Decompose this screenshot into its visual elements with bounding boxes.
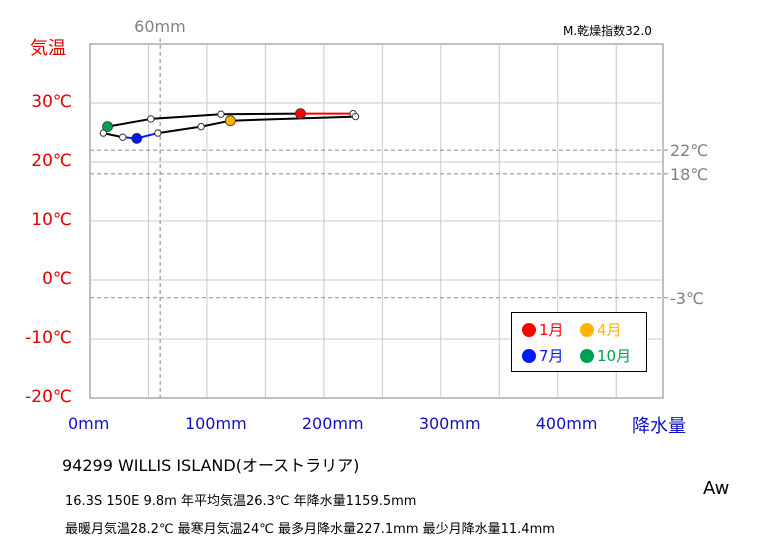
legend-label-jul: 7月 [539,347,564,365]
station-info-line2: 最暖月気温28.2℃ 最寒月気温24℃ 最多月降水量227.1mm 最少月降水量… [65,522,555,537]
y-tick-label: 20℃ [31,151,72,171]
x-tick-label: 200mm [301,414,364,433]
month-point [147,115,155,123]
month-point [119,133,127,141]
y-tick-label: 10℃ [31,210,72,230]
month-segment [150,113,222,120]
y-tick-label: -10℃ [25,328,72,348]
legend-item-apr: 4月 [580,319,622,340]
legend-dot-oct [580,348,594,363]
station-info-line1: 16.3S 150E 9.8m 年平均気温26.3℃ 年降水量1159.5mm [65,494,417,509]
ref-line-label: 18℃ [670,164,709,184]
legend: 1月 4月 7月 10月 [511,312,647,372]
ref-line-label: 22℃ [670,141,709,161]
month-point-highlight [224,115,236,127]
month-point [154,129,162,137]
month-segment [107,117,151,128]
legend-label-apr: 4月 [597,321,622,339]
station-name: 94299 WILLIS ISLAND(オーストラリア) [62,456,360,475]
legend-label-jan: 1月 [539,321,564,339]
month-segment [157,125,202,135]
y-tick-label: 30℃ [31,92,72,112]
month-segment [230,115,356,122]
legend-dot-jul [522,348,536,363]
climate-class: Aw [703,478,730,499]
y-tick-label: 0℃ [42,269,72,289]
legend-item-oct: 10月 [580,345,631,366]
legend-item-jan: 1月 [522,319,564,340]
month-point-highlight [102,121,113,132]
y-tick-label: -20℃ [25,387,72,407]
month-point [197,122,205,131]
month-point-highlight [295,108,306,120]
legend-dot-jan [522,322,536,337]
x-tick-label: 400mm [535,414,598,433]
month-point [351,112,360,121]
x-tick-label: 0mm [68,414,110,433]
legend-item-jul: 7月 [522,345,564,366]
month-segment [220,112,301,116]
legend-label-oct: 10月 [597,347,632,365]
dryness-index: M.乾燥指数32.0 [563,24,652,38]
ref-line-label: 60mm [134,17,186,36]
x-tick-label: 300mm [418,414,481,433]
y-axis-title: 気温 [30,38,66,59]
ref-line-label: -3℃ [670,288,704,308]
month-point-highlight [131,132,143,144]
month-point [217,110,225,118]
legend-dot-apr [580,322,594,337]
x-axis-title: 降水量 [632,416,686,437]
x-tick-label: 100mm [184,414,247,433]
